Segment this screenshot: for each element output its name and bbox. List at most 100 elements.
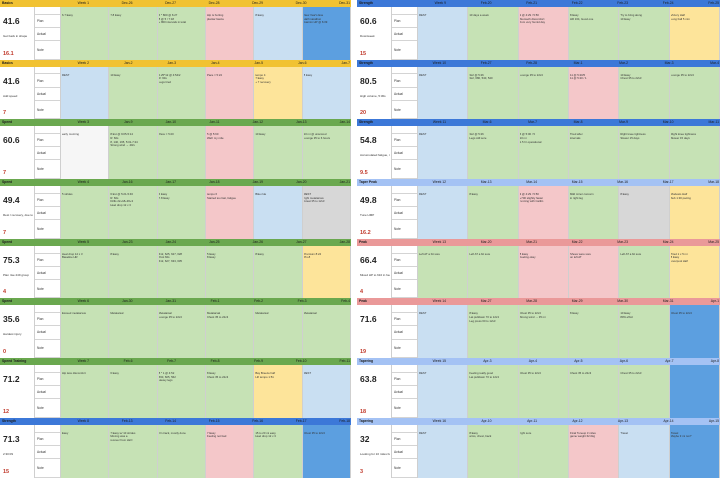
date-header[interactable]: Jan-18 bbox=[209, 180, 220, 185]
week-summary-cell[interactable]: 41.6 Add speed 7 bbox=[0, 66, 35, 120]
date-header[interactable]: Feb-14 bbox=[165, 418, 176, 423]
day-cell[interactable]: New Year's Eve Half marathon Garmin HP @ 6… bbox=[302, 7, 351, 60]
day-cell[interactable]: Pace = 5:20 bbox=[157, 126, 206, 180]
date-header[interactable]: Feb-15 bbox=[208, 418, 220, 423]
date-header[interactable]: Dec-29 bbox=[252, 1, 263, 5]
day-cell[interactable]: right sore bbox=[518, 424, 569, 478]
day-cell[interactable]: 10 days a week bbox=[468, 7, 519, 60]
day-cell[interactable]: Metatarsal bbox=[302, 305, 351, 359]
day-cell[interactable]: Right knee tightness Slower 15 days bbox=[669, 126, 720, 180]
date-header[interactable]: Jan-19 bbox=[252, 180, 263, 185]
date-header[interactable]: Apr-1 bbox=[710, 299, 719, 304]
date-header[interactable]: Mar-9 bbox=[619, 120, 628, 125]
day-cell[interactable]: REST bbox=[418, 186, 469, 239]
date-header[interactable]: Dec-28 bbox=[208, 1, 220, 5]
day-cell[interactable]: 7 Easy Feeling not bad bbox=[205, 424, 255, 478]
day-cell[interactable]: 5 @ 5:00 / 5 10 mi 1.5 hr operational bbox=[518, 126, 569, 180]
day-cell[interactable]: 11 @ 5:20/5 11 @ 5:20 / 1 bbox=[568, 66, 620, 120]
date-header[interactable]: Jan-2 bbox=[124, 60, 133, 65]
date-header[interactable]: Feb-23 bbox=[617, 1, 628, 5]
day-cell[interactable]: 8 Easy Chest 35 to 22x3 bbox=[205, 365, 255, 418]
date-header[interactable]: Mar-21 bbox=[526, 239, 537, 244]
day-cell[interactable]: 10 Easy bbox=[109, 66, 158, 120]
date-header[interactable]: Feb-28 bbox=[526, 60, 537, 65]
date-header[interactable]: Feb-13 bbox=[121, 418, 133, 423]
week-summary-cell[interactable]: 71.6 19 bbox=[357, 305, 392, 359]
day-cell[interactable]: Chest 35 to 22x3 bbox=[518, 365, 569, 418]
date-header[interactable]: Jan-16 bbox=[122, 180, 133, 185]
date-header[interactable]: Mar-25 bbox=[708, 239, 719, 244]
day-cell[interactable]: tempo 6 Started too fast, fatigue bbox=[205, 186, 255, 239]
date-header[interactable]: Jan-12 bbox=[252, 120, 263, 125]
week-summary-cell[interactable]: 75.3 Plan rise 249 group 4 bbox=[0, 245, 35, 299]
date-header[interactable]: Jan-30 bbox=[122, 299, 133, 304]
date-header[interactable]: Feb-27 bbox=[480, 60, 492, 65]
date-header[interactable]: Jan-21 bbox=[339, 180, 350, 185]
day-cell[interactable]: 6 Ext @ 5:21-5:46 R: 60s Drills 22+18+36+3… bbox=[109, 186, 158, 239]
date-header[interactable]: Feb-20 bbox=[480, 1, 492, 5]
date-header[interactable]: Apr-12 bbox=[572, 418, 583, 423]
day-cell[interactable]: Feeling really good Lat pulldown 70 to 12… bbox=[468, 365, 519, 418]
day-cell[interactable]: 10 Easy bbox=[254, 126, 303, 180]
day-cell[interactable]: 8 Easy HR 164, Good one bbox=[568, 7, 620, 60]
date-header[interactable]: Mar-23 bbox=[617, 239, 628, 244]
date-header[interactable]: Dec-31 bbox=[339, 1, 350, 5]
date-header[interactable]: Feb-3 bbox=[297, 299, 307, 304]
date-header[interactable]: Mar-18 bbox=[708, 180, 719, 185]
day-cell[interactable]: 3 @ 4:29 / 5:50 +700 slightly faster runni… bbox=[518, 186, 569, 239]
date-header[interactable]: Jan-4 bbox=[211, 60, 220, 65]
date-header[interactable]: Apr-14 bbox=[663, 418, 674, 423]
date-header[interactable]: Feb-25 bbox=[708, 1, 719, 5]
date-header[interactable]: Feb-24 bbox=[662, 1, 674, 5]
day-cell[interactable]: Metatarsal bbox=[109, 305, 158, 359]
day-cell[interactable]: Heel drop 12 x 3 Baseline HR bbox=[61, 245, 110, 299]
day-cell[interactable]: 7.8 Easy bbox=[109, 7, 158, 60]
date-header[interactable]: Feb-22 bbox=[571, 1, 583, 5]
date-header[interactable]: Mar-20 bbox=[480, 239, 492, 244]
day-cell[interactable]: Easy bbox=[61, 424, 110, 478]
day-cell[interactable]: 5 @ 5:60 Wall: my mile bbox=[205, 126, 255, 180]
date-header[interactable]: Mar-13 bbox=[480, 180, 492, 185]
date-header[interactable]: Mar-24 bbox=[662, 239, 674, 244]
date-header[interactable]: Feb-9 bbox=[254, 359, 263, 364]
day-cell[interactable]: Metatarsal bbox=[254, 305, 303, 359]
day-cell[interactable]: 612, 625, 627, 628 Post 60s 612, 627, 633,… bbox=[157, 245, 206, 299]
day-cell[interactable]: Shoes were sore on left AT bbox=[568, 245, 620, 299]
day-cell[interactable]: 2 @ 4:29 / 5:50 Stomach discomfort from ve… bbox=[518, 7, 569, 60]
date-header[interactable]: Feb-6 bbox=[123, 359, 133, 364]
day-cell[interactable]: Chest 35 to 22x3 Strong wind → 35 mi bbox=[518, 305, 569, 359]
week-summary-cell[interactable]: 32 Looking for 10 miles but 18 in 15 days… bbox=[357, 424, 392, 478]
date-header[interactable]: Jan-23 bbox=[122, 239, 133, 244]
day-cell[interactable]: Bay Breeze half Lift tempo 1:51 bbox=[254, 365, 303, 418]
day-cell[interactable]: REST bbox=[418, 424, 469, 478]
date-header[interactable]: Apr-3 bbox=[483, 359, 492, 364]
date-header[interactable]: Feb-21 bbox=[526, 1, 537, 5]
week-summary-cell[interactable]: 80.5 High volume, 5:30s 20 bbox=[357, 66, 392, 120]
day-cell[interactable]: Travel Maybe 3 mi run? bbox=[669, 424, 720, 478]
date-header[interactable]: Feb-7 bbox=[167, 359, 176, 364]
day-cell[interactable]: REST bbox=[418, 66, 469, 120]
day-cell[interactable]: REST bbox=[418, 126, 469, 180]
date-header[interactable]: Mar-6 bbox=[482, 120, 492, 125]
day-cell[interactable]: Metatarsal Chest 35 to 22x3 bbox=[205, 305, 255, 359]
day-cell[interactable]: 5 strides bbox=[61, 186, 110, 239]
date-header[interactable]: Apr-15 bbox=[708, 418, 719, 423]
day-cell[interactable]: Exceed metatarsus bbox=[61, 305, 110, 359]
day-cell[interactable]: Lounge 35 to 22x3 bbox=[518, 66, 569, 120]
date-header[interactable]: Jan-27 bbox=[296, 239, 307, 244]
date-header[interactable]: Mar-3 bbox=[664, 60, 674, 65]
date-header[interactable]: Apr-8 bbox=[710, 359, 719, 364]
day-cell[interactable]: REST bbox=[418, 7, 469, 60]
week-summary-cell[interactable]: 35.6 Hardest injury 0 bbox=[0, 305, 35, 359]
day-cell[interactable]: 6 Easy bbox=[109, 365, 158, 418]
day-cell[interactable]: 10 mi @ unscored Lounge 35 to 6 hours bbox=[302, 126, 351, 180]
day-cell[interactable]: 8 Easy bbox=[619, 186, 670, 239]
day-cell[interactable]: Left AT a bit sore bbox=[418, 245, 469, 299]
day-cell[interactable]: Travel bbox=[619, 424, 670, 478]
date-header[interactable]: Mar-10 bbox=[662, 120, 674, 125]
date-header[interactable]: Mar-27 bbox=[480, 299, 492, 304]
week-summary-cell[interactable]: 60.6 Downweek 15 bbox=[357, 7, 392, 60]
date-header[interactable]: Jan-5 bbox=[254, 60, 263, 65]
day-cell[interactable]: Tired 1 x 5 mi 8 Easy Liverpool Half bbox=[669, 245, 720, 299]
day-cell[interactable]: 8 Easy Lat pulldown 70 to 12x3 Leg press 6… bbox=[468, 305, 519, 359]
